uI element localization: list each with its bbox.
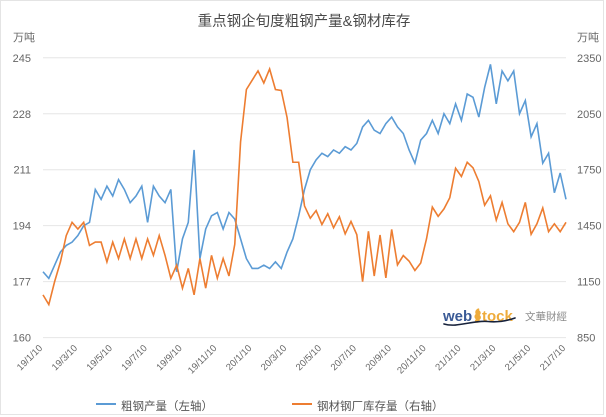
svg-text:万吨: 万吨 xyxy=(13,31,35,44)
svg-text:21/5/10: 21/5/10 xyxy=(503,343,533,373)
svg-text:160: 160 xyxy=(13,333,31,345)
svg-text:194: 194 xyxy=(13,221,31,233)
svg-text:20/5/10: 20/5/10 xyxy=(294,343,324,373)
svg-text:21/1/10: 21/1/10 xyxy=(433,343,463,373)
svg-text:万吨: 万吨 xyxy=(577,31,599,44)
svg-text:20/9/10: 20/9/10 xyxy=(364,343,394,373)
svg-text:19/3/10: 19/3/10 xyxy=(50,343,80,373)
svg-text:228: 228 xyxy=(13,109,31,121)
svg-text:21/7/10: 21/7/10 xyxy=(538,343,568,373)
svg-text:文華財經: 文華財經 xyxy=(525,310,567,323)
svg-text:211: 211 xyxy=(13,165,31,177)
svg-text:19/11/10: 19/11/10 xyxy=(186,343,219,376)
svg-text:20/11/10: 20/11/10 xyxy=(395,343,428,376)
svg-text:20/1/10: 20/1/10 xyxy=(224,343,254,373)
svg-text:2050: 2050 xyxy=(577,109,601,121)
svg-text:19/7/10: 19/7/10 xyxy=(120,343,150,373)
svg-text:20/3/10: 20/3/10 xyxy=(259,343,289,373)
svg-text:1450: 1450 xyxy=(577,221,601,233)
svg-text:177: 177 xyxy=(13,277,31,289)
svg-text:1150: 1150 xyxy=(577,277,601,289)
svg-text:19/9/10: 19/9/10 xyxy=(154,343,184,373)
svg-text:21/3/10: 21/3/10 xyxy=(468,343,498,373)
svg-text:245: 245 xyxy=(13,53,31,65)
svg-text:19/1/10: 19/1/10 xyxy=(15,343,45,373)
svg-text:850: 850 xyxy=(577,333,595,345)
svg-text:19/5/10: 19/5/10 xyxy=(85,343,115,373)
svg-text:2350: 2350 xyxy=(577,53,601,65)
svg-text:20/7/10: 20/7/10 xyxy=(329,343,359,373)
svg-text:1750: 1750 xyxy=(577,165,601,177)
